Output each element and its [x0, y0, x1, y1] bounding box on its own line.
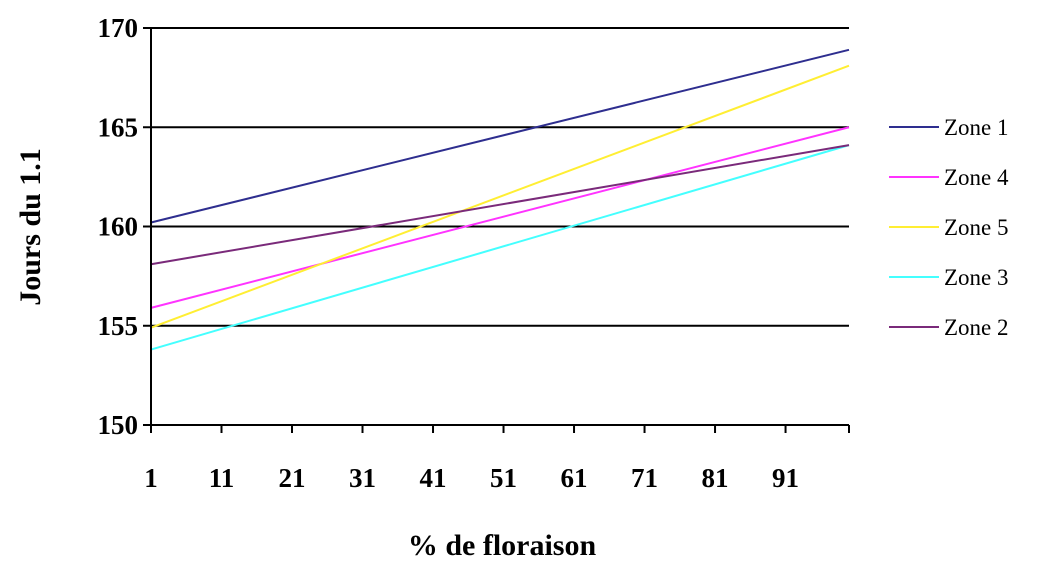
legend-label: Zone 1: [944, 115, 1009, 140]
legend-label: Zone 5: [944, 215, 1009, 240]
legend-item: Zone 4: [889, 165, 1009, 190]
x-tick-label: 61: [561, 463, 588, 493]
x-tick-label: 91: [772, 463, 799, 493]
series-line-zone-3: [150, 144, 850, 351]
y-tick-label: 160: [98, 212, 139, 242]
y-axis-title: Jours du 1.1: [14, 148, 47, 306]
y-tick-label: 165: [98, 112, 139, 142]
x-tick-label: 81: [702, 463, 729, 493]
legend-item: Zone 2: [889, 315, 1009, 340]
x-tick-label: 71: [631, 463, 658, 493]
x-tick-label: 31: [349, 463, 376, 493]
series-line-zone-4: [150, 126, 850, 309]
series-line-zone-2: [150, 144, 850, 266]
series-line-zone-1: [150, 48, 850, 224]
legend-item: Zone 3: [889, 265, 1009, 290]
series-lines: [150, 48, 850, 351]
legend-label: Zone 4: [944, 165, 1009, 190]
y-tick-labels: 150 155 160 165 170: [98, 13, 139, 440]
x-tick-label: 51: [490, 463, 517, 493]
y-tick-label: 150: [98, 410, 139, 440]
legend-item: Zone 5: [889, 215, 1009, 240]
series-line-zone-5: [150, 64, 850, 329]
legend: Zone 1 Zone 4 Zone 5 Zone 3 Zone 2: [889, 115, 1009, 340]
y-tick-label: 170: [98, 13, 139, 43]
axes: [143, 27, 850, 433]
x-axis-title: % de floraison: [408, 529, 597, 562]
x-tick-label: 1: [144, 463, 158, 493]
x-tick-labels: 1 11 21 31 41 51 61 71 81 91: [144, 463, 799, 493]
legend-label: Zone 2: [944, 315, 1009, 340]
y-tick-label: 155: [98, 311, 139, 341]
x-tick-label: 21: [279, 463, 306, 493]
x-tick-label: 11: [209, 463, 235, 493]
legend-item: Zone 1: [889, 115, 1009, 140]
gridlines: [151, 27, 849, 327]
x-tick-label: 41: [420, 463, 447, 493]
legend-label: Zone 3: [944, 265, 1009, 290]
